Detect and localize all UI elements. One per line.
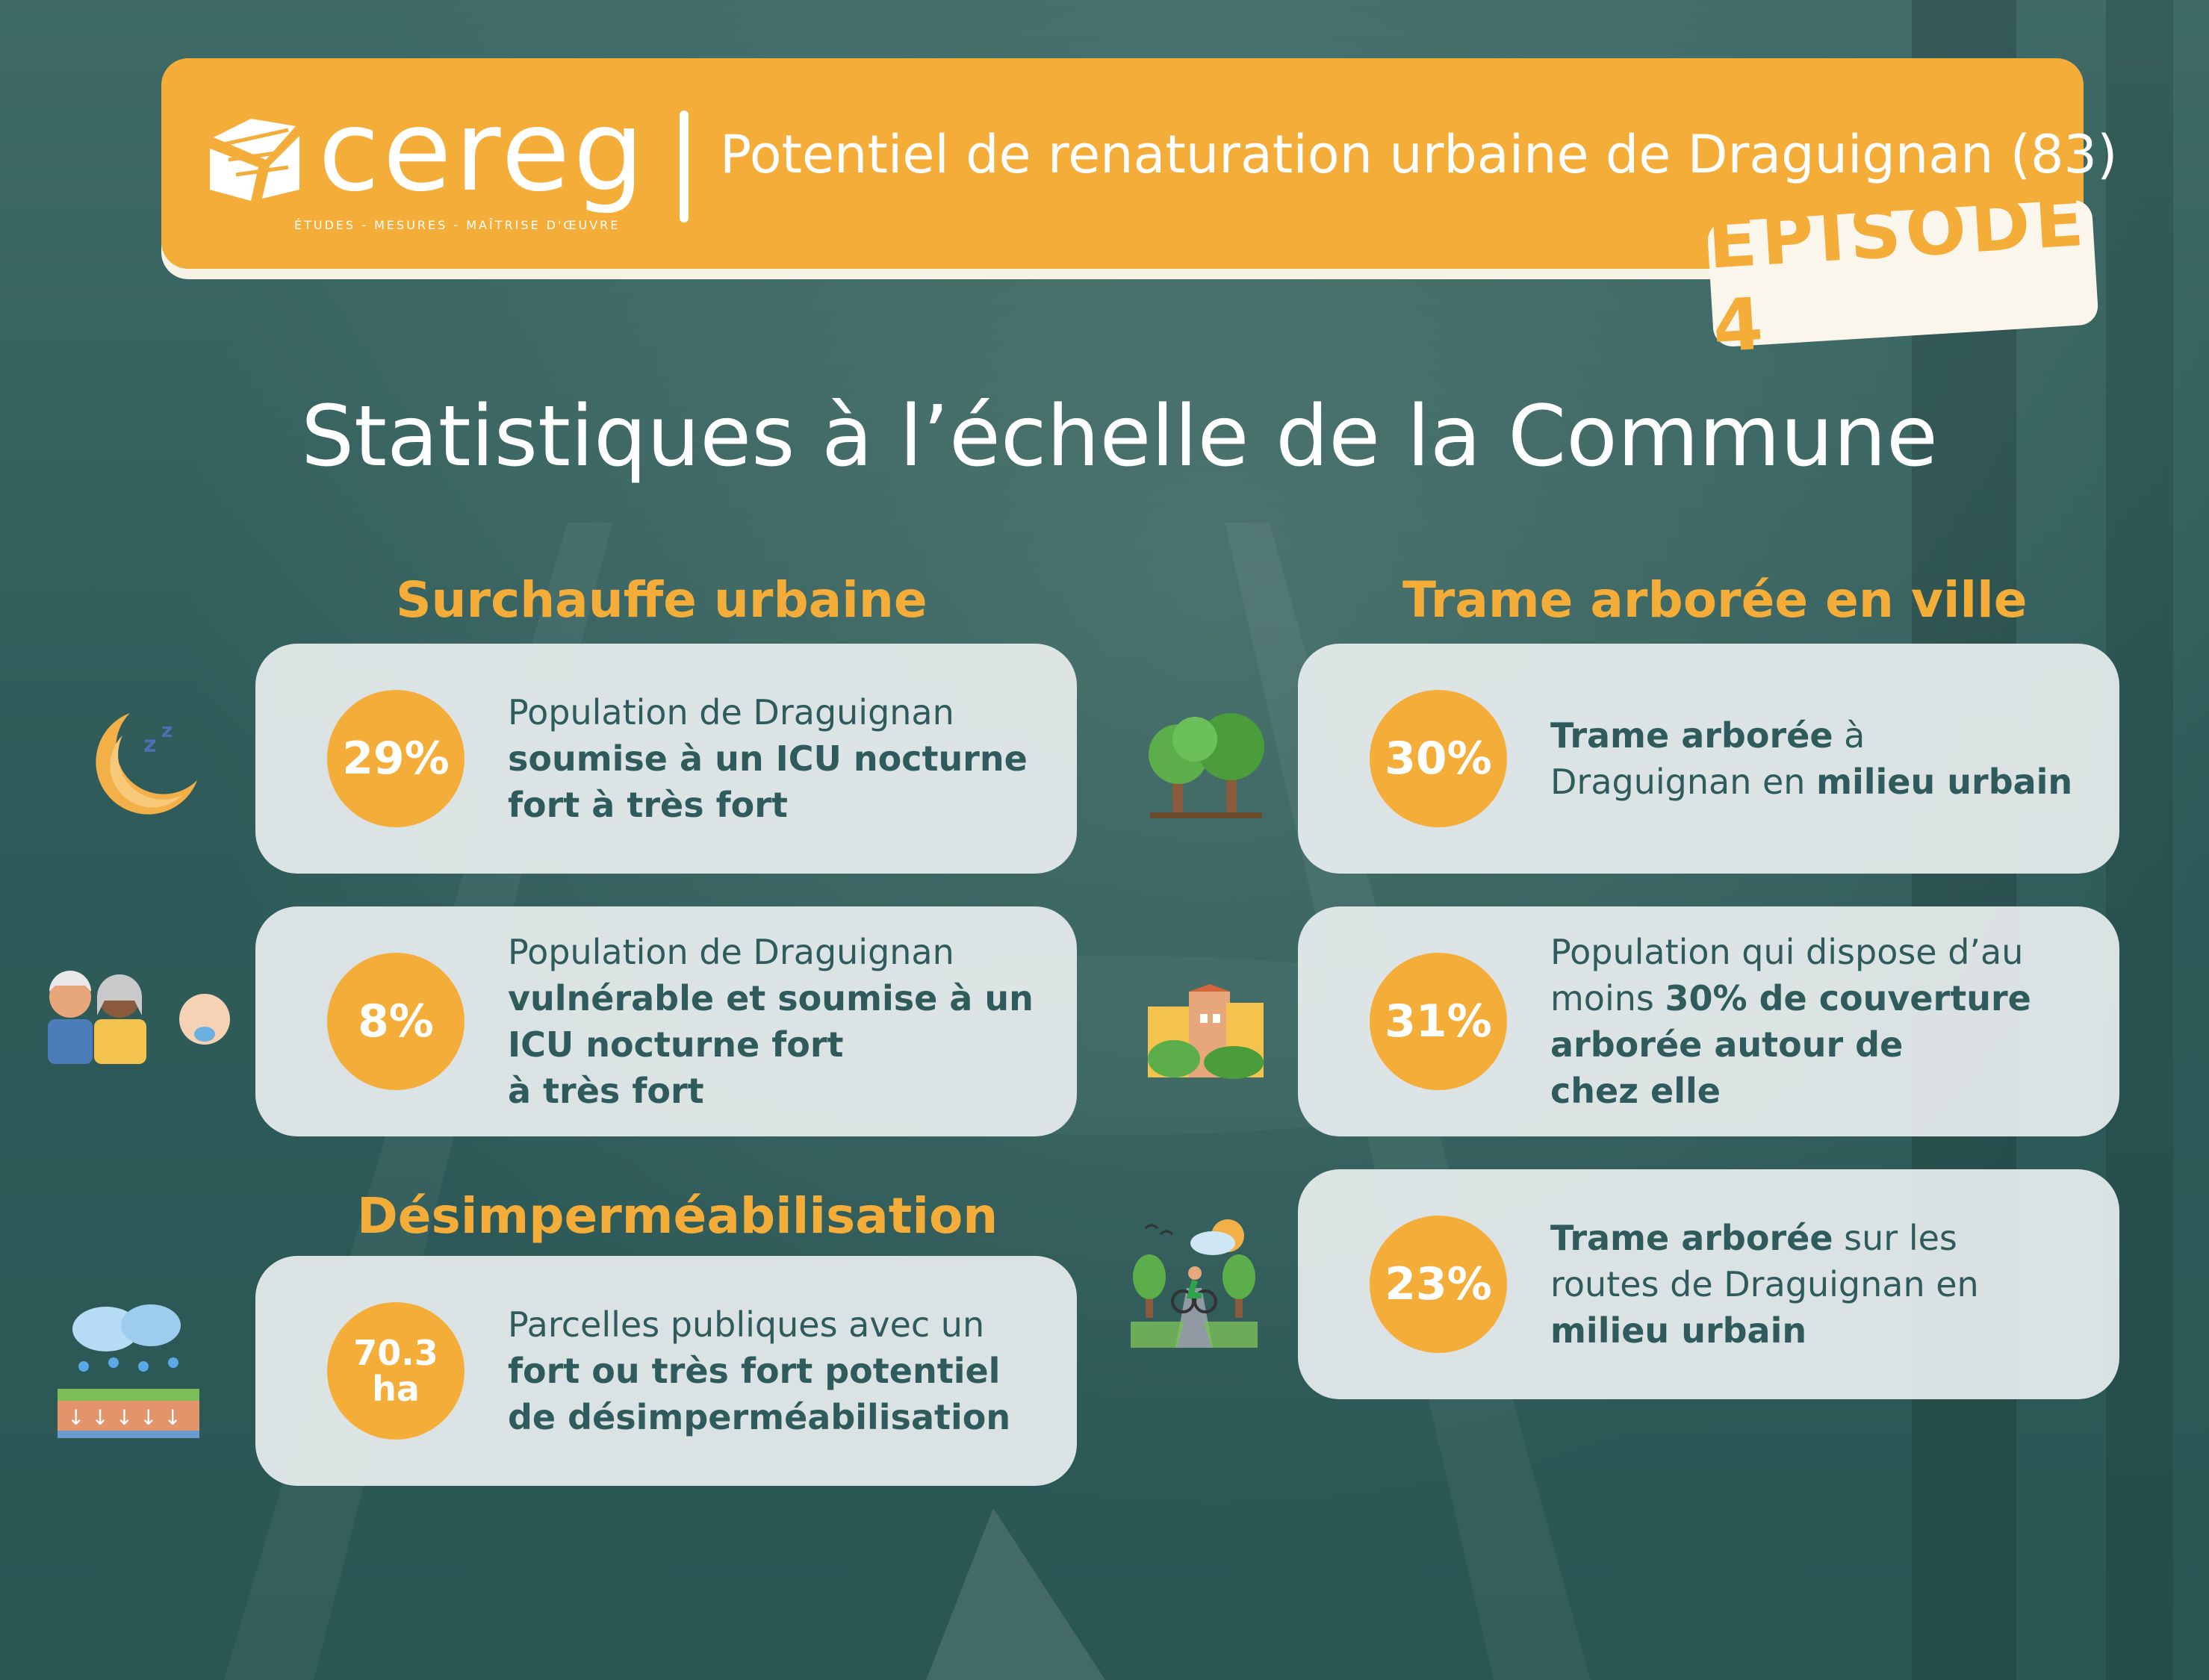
stat-value-circle: 29% [327, 690, 465, 827]
stat-value-circle: 70.3 ha [327, 1302, 465, 1440]
stat-text-bold: milieu urbain [1816, 762, 2073, 802]
cereg-logo: cereg ÉTUDES - MESURES - MAÎTRISE D'ŒUVR… [206, 96, 644, 249]
stat-text-bold: Trame arborée [1550, 715, 1833, 756]
stat-text-line: Parcelles publiques avec un [508, 1304, 985, 1345]
header-title: Potentiel de renaturation urbaine de Dra… [720, 124, 2118, 185]
stat-text-bold: fort à très fort [508, 785, 788, 825]
stat-text-plain: à [1833, 715, 1865, 756]
stat-unit: ha [372, 1369, 420, 1409]
stat-text-line: Draguignan en milieu urbain [1550, 759, 2095, 805]
svg-text:z: z [161, 720, 173, 742]
section-title-trame-arboree: Trame arborée en ville [1402, 571, 2028, 629]
stat-card-icu-nocturne: 29% Population de Draguignan soumise à u… [255, 644, 1077, 874]
stat-description: Parcelles publiques avec un fort ou très… [508, 1256, 1053, 1486]
page-title: Statistiques à l’échelle de la Commune [301, 388, 1938, 485]
stat-description: Population de Draguignan soumise à un IC… [508, 644, 1053, 874]
stat-text-line: Population de Draguignan [508, 932, 954, 972]
stat-card-couverture: 31% Population qui dispose d’au moins 30… [1298, 906, 2119, 1136]
stat-card-vulnerable: 8% Population de Draguignan vulnérable e… [255, 906, 1077, 1136]
stat-text-bold: milieu urbain [1550, 1310, 1807, 1351]
stat-value-circle: 23% [1370, 1216, 1507, 1353]
stat-description: Trame arborée à Draguignan en milieu urb… [1550, 644, 2095, 874]
stat-text-line: Population qui dispose d’au [1550, 932, 2024, 972]
stat-card-desimpermeabilisation: 70.3 ha Parcelles publiques avec un fort… [255, 1256, 1077, 1486]
stat-text-bold: vulnérable et soumise à un [508, 978, 1034, 1018]
svg-text:↓ ↓ ↓ ↓ ↓: ↓ ↓ ↓ ↓ ↓ [67, 1405, 181, 1430]
stat-text-plain: sur les [1833, 1218, 1957, 1258]
stat-text-bold: fort ou très fort potentiel [508, 1351, 1001, 1391]
stat-text-bold: soumise à un ICU nocturne [508, 738, 1028, 779]
stat-value: 70.3 [353, 1332, 438, 1373]
stat-card-routes: 23% Trame arborée sur les routes de Drag… [1298, 1169, 2119, 1399]
stat-description: Population de Draguignan vulnérable et s… [508, 906, 1053, 1136]
stat-description: Population qui dispose d’au moins 30% de… [1550, 906, 2095, 1136]
stat-text-line: Trame arborée sur les [1550, 1215, 2095, 1261]
stat-card-trame-urbaine: 30% Trame arborée à Draguignan en milieu… [1298, 644, 2119, 874]
section-title-desimpermeabilisation: Désimperméabilisation [357, 1187, 998, 1245]
stat-text-bold: à très fort [508, 1071, 704, 1111]
stat-text-line: Population de Draguignan [508, 692, 954, 732]
cyclist-road-icon [1131, 1219, 1258, 1348]
section-title-surchauffe: Surchauffe urbaine [396, 571, 928, 629]
stat-value-circle: 30% [1370, 690, 1507, 827]
svg-text:z: z [143, 732, 156, 758]
stat-text-plain: moins [1550, 978, 1665, 1018]
episode-badge: ÉPISODE 4 [1706, 178, 2099, 369]
cereg-logo-mark-icon [210, 119, 299, 201]
stat-text-bold: 30% de couverture [1665, 978, 2031, 1018]
logo-wordmark: cereg [318, 87, 647, 217]
trees-icon [1149, 713, 1264, 818]
header-separator [680, 111, 689, 223]
stat-text-line: moins 30% de couverture [1550, 975, 2095, 1021]
houses-greenery-icon [1148, 984, 1264, 1079]
stat-text-line: routes de Draguignan en [1550, 1264, 1979, 1304]
moon-sleep-icon: z z [96, 713, 197, 815]
stat-text-bold: ICU nocturne fort [508, 1024, 844, 1065]
vulnerable-people-icon [48, 971, 230, 1064]
stat-text-line: Trame arborée à [1550, 712, 2095, 759]
stat-text-bold: chez elle [1550, 1071, 1721, 1111]
stat-value-circle: 31% [1370, 953, 1507, 1090]
stat-text-plain: Draguignan en [1550, 762, 1817, 802]
stat-text-bold: de désimperméabilisation [508, 1397, 1011, 1437]
logo-tagline: ÉTUDES - MESURES - MAÎTRISE D'ŒUVRE [294, 218, 621, 232]
rain-soil-icon: ↓ ↓ ↓ ↓ ↓ [58, 1304, 199, 1438]
stat-text-bold: Trame arborée [1550, 1218, 1833, 1258]
stat-text-bold: arborée autour de [1550, 1024, 1904, 1065]
stat-value-circle: 8% [327, 953, 465, 1090]
stat-description: Trame arborée sur les routes de Draguign… [1550, 1169, 2095, 1399]
